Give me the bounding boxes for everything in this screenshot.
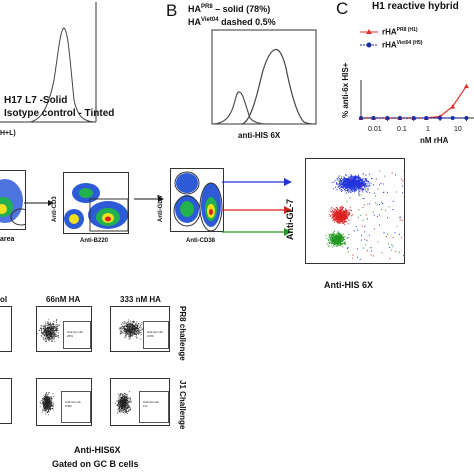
panel-d-cd38-label: Anti-CD38 <box>186 238 216 244</box>
panel-c-series-line-1 <box>361 85 467 119</box>
panel-e-cells <box>37 319 60 342</box>
panel-c-point <box>359 116 363 120</box>
panel-e-r2-c1-gate-label: Anti-GC HA <box>65 400 81 404</box>
panel-e-col-333: 333 nM HA <box>120 295 161 304</box>
panel-b-legend-dashed: HAViet04 dashed 0.5% <box>188 17 276 27</box>
panel-d-plot-area <box>0 170 26 230</box>
panel-e-r1-c1-gate-label: Anti-GC HA <box>67 330 83 334</box>
panel-e-row2-label: J1 Challenge <box>178 380 187 430</box>
panel-c-letter: C <box>336 0 349 18</box>
panel-e-col-66: 66nM HA <box>46 295 81 304</box>
panel-c-title: H1 reactive hybrid <box>372 1 459 12</box>
panel-a-legend-line1: H17 L7 -Solid <box>4 95 68 106</box>
panel-e-r1-c2-gate-label: Anti-GC HA <box>147 330 163 334</box>
panel-c-legend-markers <box>360 29 378 48</box>
panel-e-r2-c1-gate-value: 0.8% <box>65 404 72 408</box>
panel-e-r1-c2-gate-value: 0.5% <box>147 334 154 338</box>
arrow-2 <box>134 196 164 202</box>
panel-c-point <box>385 116 390 120</box>
panel-a: H17 L7 -Solid Isotype control - Tinted H… <box>0 0 114 150</box>
panel-c-legend: rHAPR8 (H1) rHAViet04 (H5) <box>360 28 474 58</box>
panel-b-histogram <box>211 29 317 125</box>
panel-e-r1-c1-gate-value: 25% <box>67 334 74 338</box>
panel-c-point <box>450 116 455 120</box>
panel-d-gl7-label: Anti-GL-7 <box>158 194 164 222</box>
panel-c-x-label: nM rHA <box>420 136 449 145</box>
panel-d-b220-label: Anti-B220 <box>80 238 109 244</box>
panel-c-point <box>450 104 456 109</box>
panel-e-x-label: Anti-HIS6X <box>74 445 121 455</box>
big-plot-population <box>325 230 348 248</box>
big-plot-population <box>331 173 374 195</box>
panel-e-r1-c0 <box>0 306 12 352</box>
panel-e-gate-note: Gated on GC B cells <box>52 459 139 469</box>
panel-e-cells <box>39 392 54 416</box>
panel-d-big-his-label: Anti-HIS 6X <box>324 280 374 290</box>
panel-c-point <box>424 116 429 120</box>
panel-e-row1-label: PR8 challenge <box>178 306 187 361</box>
panel-e-cells <box>115 391 132 415</box>
panel-e-r1-c2: Anti-GC HA 0.5% <box>110 306 170 352</box>
panel-d-plot-cd3-b220 <box>63 172 129 234</box>
panel-d-area-label: area <box>0 236 15 243</box>
panel-c-chart <box>358 80 474 121</box>
panel-c-point <box>438 116 443 120</box>
panel-b-x-label: anti-HIS 6X <box>238 131 281 140</box>
arrow-1 <box>24 200 54 206</box>
panel-d-cd3-label: Anti-CD3 <box>52 196 58 222</box>
panel-e-r2-c2: Anti-GC HA 1% <box>110 378 170 426</box>
panel-c-point <box>464 116 469 120</box>
panel-b-letter: B <box>166 1 178 20</box>
panel-c-point <box>411 116 416 120</box>
panel-e-r1-c1: Anti-GC HA 25% <box>36 306 92 352</box>
panel-c-point <box>397 116 402 120</box>
panel-e-col-control: ol <box>0 295 8 304</box>
big-plot-outliers <box>346 170 404 260</box>
panel-c-legend-item-2: rHAViet04 (H5) <box>382 40 423 50</box>
panel-c-legend-item-1: rHAPR8 (H1) <box>382 27 418 37</box>
panel-a-legend-line2: Isotype control - Tinted <box>4 108 115 119</box>
panel-c-point <box>371 116 376 120</box>
panel-e-r2-c0 <box>0 378 12 424</box>
panel-c-point <box>463 83 469 89</box>
panel-a-histogram <box>0 2 97 123</box>
panel-c-y-label: % anti-6x HIS+ <box>341 62 350 118</box>
panel-d-big-plot <box>305 158 405 264</box>
panel-e-r2-c2-gate-value: 1% <box>143 404 148 408</box>
panel-e-r2-c1: Anti-GC HA 0.8% <box>36 378 92 426</box>
panel-e-r2-c2-gate-label: Anti-GC HA <box>143 400 159 404</box>
panel-e-cells <box>118 319 145 340</box>
panel-b-legend-solid: HAPR8 – solid (78%) <box>188 4 271 14</box>
colored-arrows <box>222 178 292 236</box>
panel-d-big-gl7-label: Anti-GL-7 <box>285 199 295 240</box>
panel-c-tick-2: 1 <box>426 126 430 133</box>
panel-c-tick-3: 10 <box>454 126 462 133</box>
panel-a-x-label: H+L) <box>0 130 16 137</box>
big-plot-population <box>328 205 354 225</box>
panel-d-plot-gl7-cd38 <box>170 168 224 232</box>
panel-c-tick-0: 0.01 <box>368 126 382 133</box>
panel-c-tick-1: 0.1 <box>397 126 407 133</box>
